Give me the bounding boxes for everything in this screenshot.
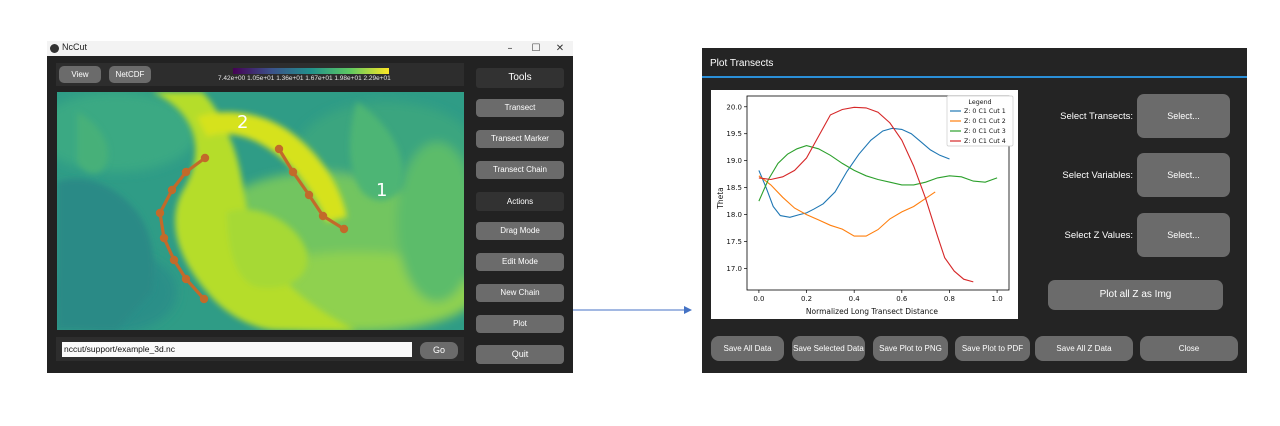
plot-frame: [746, 95, 1010, 291]
transect-label-1: 1: [376, 180, 387, 201]
transect-button[interactable]: Transect: [476, 99, 564, 117]
map-image: 2 1: [57, 92, 464, 330]
y-tick-label: 17.0: [726, 265, 742, 273]
netcdf-button[interactable]: NetCDF: [109, 66, 151, 83]
series-line-cut-3: [758, 145, 998, 202]
x-tick-label: 0.0: [753, 295, 764, 303]
connector-arrow: [573, 306, 692, 314]
y-axis-label: Theta: [716, 187, 725, 210]
tools-heading: Tools: [476, 68, 564, 88]
close-button[interactable]: Close: [1140, 336, 1238, 361]
data-map[interactable]: 2 1: [57, 92, 464, 330]
save-plot-pdf-button[interactable]: Save Plot to PDF: [955, 336, 1030, 361]
y-tick-label: 18.0: [726, 211, 742, 219]
select-variables-button[interactable]: Select...: [1137, 153, 1230, 197]
colorbar-tick-labels: 7.42e+00 1.05e+01 1.36e+01 1.67e+01 1.98…: [218, 75, 391, 82]
y-tick-label: 20.0: [726, 103, 742, 111]
x-tick-label: 0.8: [944, 295, 955, 303]
select-z-values-button[interactable]: Select...: [1137, 213, 1230, 257]
legend: Legend Z: 0 C1 Cut 1 Z: 0 C1 Cut 2 Z: 0 C1 …: [946, 95, 1014, 147]
new-chain-button[interactable]: New Chain: [476, 284, 564, 302]
y-tick-label: 19.5: [726, 130, 742, 138]
series-line-cut-2: [758, 175, 936, 237]
colorbar: [233, 68, 389, 74]
legend-box: [946, 95, 1014, 147]
window-title: NcCut: [62, 42, 88, 52]
maximize-icon[interactable]: ☐: [531, 43, 541, 54]
go-button[interactable]: Go: [420, 342, 458, 359]
minimize-icon[interactable]: –: [507, 43, 513, 54]
close-icon[interactable]: ✕: [555, 43, 565, 54]
save-all-data-button[interactable]: Save All Data: [711, 336, 784, 361]
edit-mode-button[interactable]: Edit Mode: [476, 253, 564, 271]
select-z-values-label: Select Z Values:: [1064, 230, 1133, 241]
plot-button[interactable]: Plot: [476, 315, 564, 333]
legend-title: Legend: [968, 99, 991, 106]
legend-entry: Z: 0 C1 Cut 3: [964, 128, 1006, 135]
file-path-input[interactable]: nccut/support/example_3d.nc: [62, 342, 412, 357]
legend-entry: Z: 0 C1 Cut 4: [964, 138, 1006, 145]
save-plot-png-button[interactable]: Save Plot to PNG: [873, 336, 948, 361]
legend-entry: Z: 0 C1 Cut 2: [964, 118, 1006, 125]
series-line-cut-4: [758, 106, 974, 283]
x-axis-label: Normalized Long Transect Distance: [806, 307, 939, 316]
chart-svg: 0.0 0.2 0.4 0.6 0.8 1.0 17.0 17.5 18.0 18.5 19.0 19…: [716, 95, 1014, 316]
y-tick-label: 19.0: [726, 157, 742, 165]
series-line-cut-1: [758, 127, 950, 218]
x-tick-label: 1.0: [992, 295, 1003, 303]
y-tick-label: 18.5: [726, 184, 742, 192]
transect-plot: 0.0 0.2 0.4 0.6 0.8 1.0 17.0 17.5 18.0 18.5 19.0 19…: [711, 90, 1018, 319]
y-tick-label: 17.5: [726, 238, 742, 246]
save-all-z-data-button[interactable]: Save All Z Data: [1035, 336, 1133, 361]
transect-marker-button[interactable]: Transect Marker: [476, 130, 564, 148]
select-transects-button[interactable]: Select...: [1137, 94, 1230, 138]
legend-entry: Z: 0 C1 Cut 1: [964, 108, 1006, 115]
view-button[interactable]: View: [59, 66, 101, 83]
drag-mode-button[interactable]: Drag Mode: [476, 222, 564, 240]
nccut-window: NcCut – ☐ ✕ View NetCDF 7.42e+00 1.05e+0…: [47, 41, 573, 373]
title-divider: [702, 76, 1247, 78]
select-variables-label: Select Variables:: [1062, 170, 1133, 181]
x-tick-label: 0.6: [896, 295, 908, 303]
actions-heading: Actions: [476, 192, 564, 211]
quit-button[interactable]: Quit: [476, 345, 564, 364]
select-transects-label: Select Transects:: [1060, 111, 1133, 122]
save-selected-data-button[interactable]: Save Selected Data: [792, 336, 865, 361]
window-title: Plot Transects: [710, 58, 774, 69]
x-tick-label: 0.2: [801, 295, 812, 303]
plot-all-z-button[interactable]: Plot all Z as Img: [1048, 280, 1223, 310]
transect-chain-button[interactable]: Transect Chain: [476, 161, 564, 179]
app-icon: [50, 44, 59, 53]
transect-label-2: 2: [237, 112, 248, 133]
x-tick-label: 0.4: [849, 295, 861, 303]
plot-transects-window: Plot Transects 0.0 0.2 0.4 0.6 0.8 1.0 17.0 17.…: [702, 48, 1247, 373]
title-bar: NcCut – ☐ ✕: [47, 41, 573, 56]
